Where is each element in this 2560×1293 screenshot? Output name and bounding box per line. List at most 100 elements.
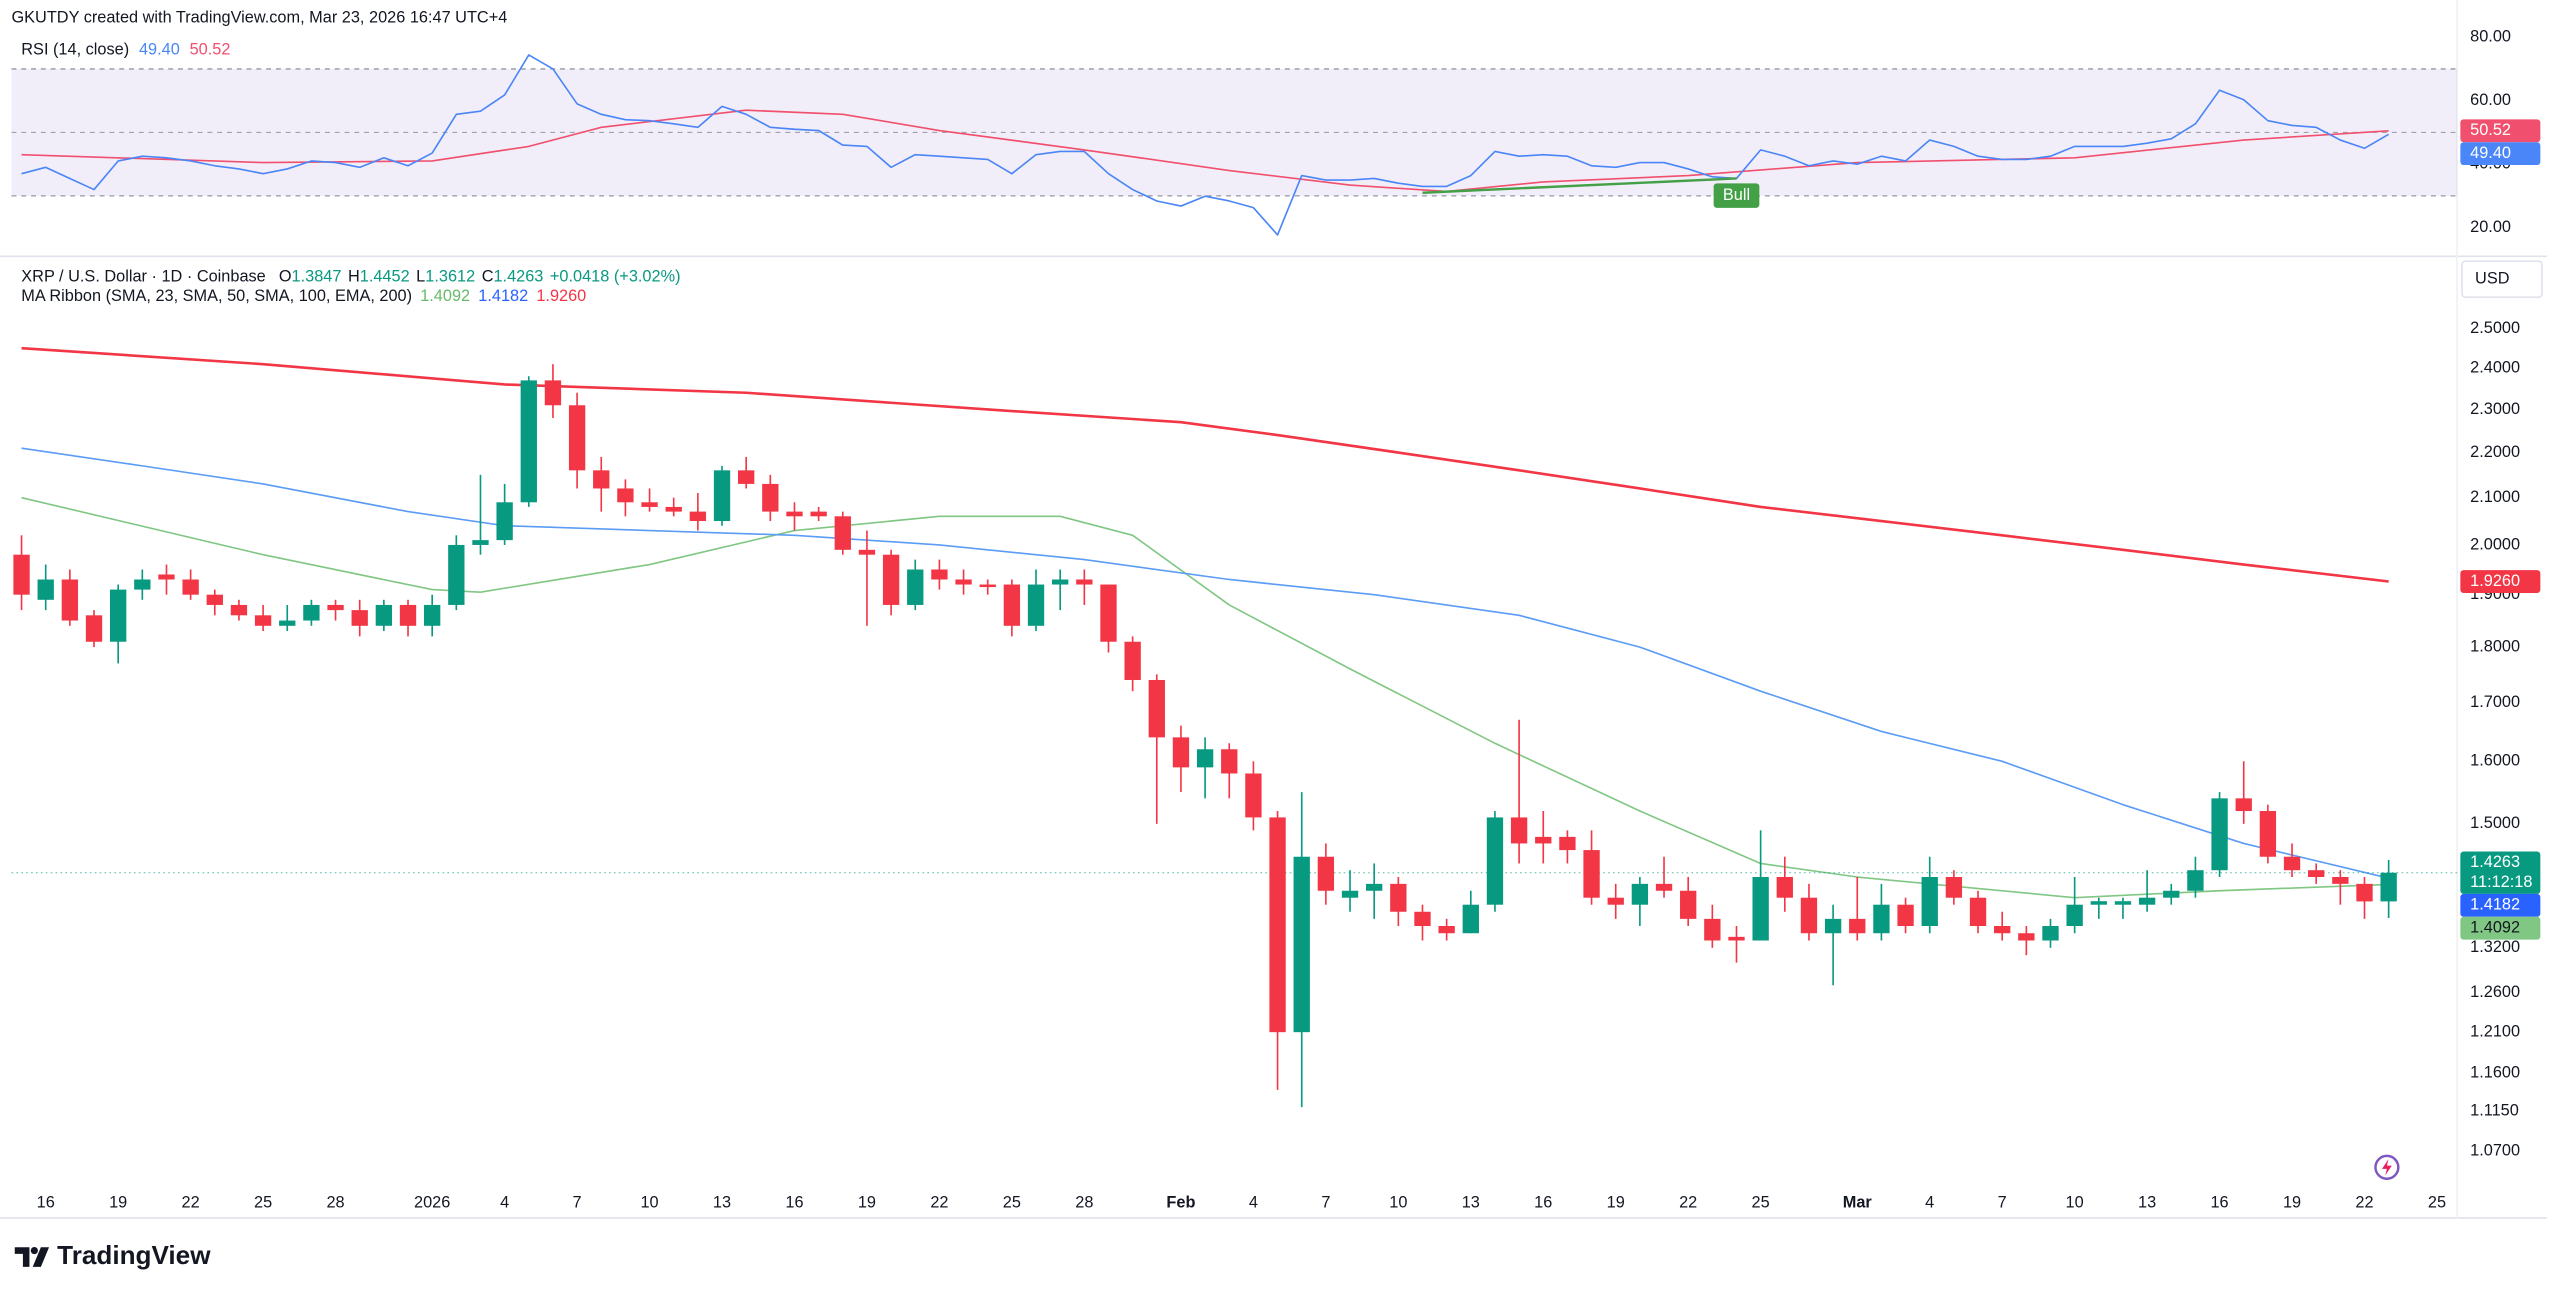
x-tick-label: 19 (858, 1194, 876, 1212)
candle-body (1366, 883, 1383, 891)
candle-body (110, 589, 127, 642)
candle-body (1341, 890, 1359, 898)
candle-body (593, 470, 610, 489)
x-tick-label: 28 (1075, 1194, 1093, 1212)
candle-body (1510, 817, 1528, 844)
candle-body (2114, 901, 2132, 905)
candle-body (520, 380, 537, 503)
x-tick-label: Feb (1166, 1194, 1195, 1212)
y-tick-label: 1.7000 (2470, 693, 2520, 711)
x-tick-label: 22 (1679, 1194, 1697, 1212)
logo-dot (30, 1246, 38, 1255)
candle-body (1148, 679, 1165, 738)
candle-body (1728, 936, 1745, 941)
candle-body (1486, 817, 1504, 905)
candle-body (1535, 836, 1552, 844)
y-tick-label: 2.2000 (2470, 443, 2520, 461)
candle-body (61, 579, 79, 621)
candle-body (2308, 870, 2325, 878)
candle-body (955, 579, 972, 585)
unit-box[interactable] (2461, 260, 2543, 298)
c-value: 1.4263 (493, 268, 543, 286)
candle-body (1752, 877, 1769, 941)
candle-body (2042, 926, 2059, 941)
candle-body (810, 511, 827, 517)
logo-text: TradingView (57, 1240, 211, 1270)
symbol-title: XRP / U.S. Dollar · 1D · Coinbase (21, 268, 265, 286)
badge-label: 1.4182 (2470, 896, 2520, 914)
candle-body (1124, 641, 1141, 680)
candle-body (544, 380, 562, 406)
candle-body (496, 502, 513, 541)
candle-body (834, 516, 851, 550)
y-tick-label: 1.1600 (2470, 1063, 2520, 1081)
candle-body (1704, 918, 1721, 941)
rsi-tick-label: 20.00 (2470, 218, 2511, 236)
candle-body (882, 554, 900, 605)
y-tick-label: 1.3200 (2470, 938, 2520, 956)
candle-body (1269, 817, 1286, 1033)
c-label: C (482, 268, 494, 286)
icon-ring (2374, 1154, 2400, 1180)
rsi-value: 49.40 (139, 41, 180, 59)
x-tick-label: 4 (500, 1194, 509, 1212)
x-tick-label: 19 (109, 1194, 127, 1212)
candle-body (1921, 877, 1938, 927)
candle-body (1945, 877, 1963, 898)
candle-body (1897, 904, 1914, 927)
x-tick-label: 13 (2138, 1194, 2156, 1212)
candle-body (665, 506, 682, 512)
x-tick-label: 10 (1389, 1194, 1407, 1212)
badge-label: 1.4092 (2470, 919, 2520, 937)
rsi-legend: RSI (14, close) 49.40 50.52 (21, 41, 230, 59)
price-legend: XRP / U.S. Dollar · 1D · Coinbase O1.3847… (21, 268, 680, 286)
candle-body (2380, 872, 2397, 902)
x-tick-label: 10 (640, 1194, 658, 1212)
candle-body (351, 610, 368, 626)
candle-body (1052, 579, 1069, 585)
ma-value: 1.4092 (420, 287, 470, 305)
candle-body (1680, 890, 1697, 919)
icon-bolt (2381, 1159, 2392, 1176)
signal-label: Bull (1723, 186, 1750, 204)
candle-body (738, 470, 755, 484)
x-tick-label: 16 (37, 1194, 55, 1212)
rsi-title: RSI (14, close) (21, 41, 129, 59)
x-tick-label: 16 (1534, 1194, 1552, 1212)
x-tick-label: 25 (2428, 1194, 2446, 1212)
candle-body (689, 511, 707, 522)
candle-body (931, 569, 948, 580)
candle-body (1824, 918, 1842, 934)
candle-body (1994, 926, 2011, 934)
candle-body (858, 549, 876, 555)
ma-line (21, 496, 2389, 899)
badge-label: 50.52 (2470, 121, 2511, 139)
candle-body (1873, 904, 1890, 934)
candle-body (2187, 870, 2204, 891)
candle-body (979, 584, 996, 588)
h-label: H (348, 268, 360, 286)
candle-body (2332, 877, 2349, 884)
price-badge (2460, 851, 2541, 894)
x-tick-label: 16 (785, 1194, 803, 1212)
candle-body (1100, 584, 1117, 642)
x-tick-label: 28 (326, 1194, 344, 1212)
candle-body (1462, 904, 1479, 934)
y-tick-label: 2.4000 (2470, 359, 2520, 377)
ma-line (21, 346, 2389, 583)
candle-body (327, 604, 344, 611)
y-tick-label: 1.2100 (2470, 1022, 2520, 1040)
magic-icon[interactable] (2374, 1154, 2400, 1180)
y-tick-label: 2.5000 (2470, 319, 2520, 337)
y-tick-label: 1.5000 (2470, 814, 2520, 832)
x-tick-label: 7 (1998, 1194, 2007, 1212)
x-tick-label: 13 (1462, 1194, 1480, 1212)
x-tick-label: 22 (930, 1194, 948, 1212)
candle-body (1003, 584, 1021, 626)
o-value: 1.3847 (292, 268, 342, 286)
candle-body (1221, 749, 1238, 774)
rsi-tick-label: 60.00 (2470, 91, 2511, 109)
price-badge (2460, 893, 2541, 917)
divergence-line (1422, 177, 1737, 194)
candle-body (472, 540, 489, 545)
